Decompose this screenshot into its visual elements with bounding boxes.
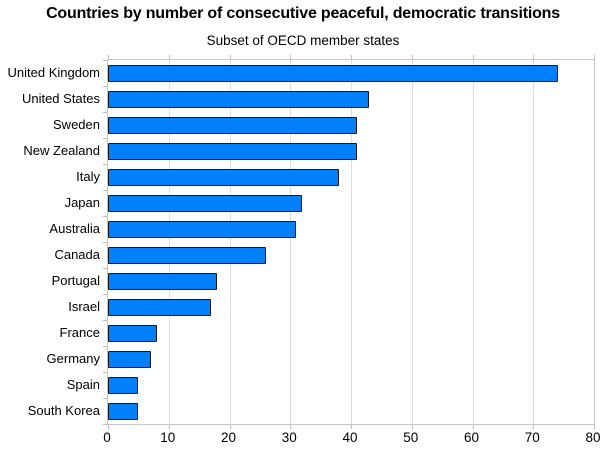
- bar: [108, 272, 218, 290]
- bar: [108, 402, 139, 420]
- chart-title: Countries by number of consecutive peace…: [46, 5, 560, 22]
- x-tick-mark: [229, 425, 231, 429]
- y-tick-mark: [103, 137, 108, 139]
- y-tick-mark: [103, 371, 108, 373]
- x-tick-mark: [168, 55, 170, 59]
- x-tick-mark: [290, 55, 292, 59]
- y-tick-mark: [103, 59, 108, 61]
- y-tick-mark: [103, 111, 108, 113]
- x-tick-mark: [229, 55, 231, 59]
- bar: [108, 350, 151, 368]
- bar: [108, 324, 157, 342]
- category-label: United Kingdom: [7, 65, 101, 80]
- category-label: France: [59, 325, 100, 340]
- bar: [108, 376, 139, 394]
- bar: [108, 298, 212, 316]
- category-label: New Zealand: [23, 143, 100, 158]
- category-label: Israel: [68, 299, 100, 314]
- x-tick-mark: [108, 55, 109, 59]
- x-tick-label: 40: [342, 430, 358, 445]
- bar: [108, 194, 303, 212]
- category-label: Portugal: [51, 273, 100, 288]
- x-tick-mark: [472, 55, 474, 59]
- x-tick-mark: [351, 425, 352, 429]
- x-tick-mark: [351, 55, 352, 59]
- x-tick-label: 10: [160, 430, 176, 445]
- bar: [108, 142, 358, 160]
- gridline: [472, 60, 474, 424]
- x-tick-mark: [108, 425, 109, 429]
- plot-area: United Kingdom United States Sweden New Zea…: [8, 55, 595, 429]
- y-tick-mark: [103, 215, 108, 217]
- bar: [108, 116, 358, 134]
- chart-subtitle: Subset of OECD member states: [206, 33, 400, 48]
- bar: [108, 90, 370, 108]
- x-tick-mark: [533, 55, 535, 59]
- y-tick-mark: [103, 293, 108, 295]
- category-label: Australia: [49, 221, 100, 236]
- x-tick-mark: [411, 425, 413, 429]
- x-tick-mark: [290, 425, 292, 429]
- x-tick-mark: [533, 425, 535, 429]
- y-tick-mark: [103, 267, 108, 269]
- x-axis: 0 10 20 30 40 50 60 70 80: [103, 430, 600, 448]
- x-tick-mark: [411, 55, 413, 59]
- y-tick-mark: [103, 163, 108, 165]
- x-tick-mark: [472, 425, 474, 429]
- y-tick-mark: [103, 345, 108, 347]
- category-label: Germany: [46, 351, 100, 366]
- x-tick-label: 50: [403, 430, 419, 445]
- bar: [108, 168, 339, 186]
- y-tick-mark: [103, 85, 108, 87]
- x-tick-label: 80: [585, 430, 601, 445]
- y-tick-mark: [103, 319, 108, 321]
- x-tick-label: 60: [463, 430, 480, 445]
- gridline: [290, 60, 292, 424]
- category-label: Sweden: [53, 117, 100, 132]
- x-tick-label: 20: [220, 430, 237, 445]
- y-tick-mark: [103, 241, 108, 243]
- category-label: United States: [21, 91, 100, 106]
- gridline: [411, 60, 413, 424]
- gridline: [229, 60, 231, 424]
- bar: [108, 220, 297, 238]
- category-label: Italy: [76, 169, 100, 184]
- gridline: [351, 60, 352, 424]
- gridline: [168, 60, 170, 424]
- gridline: [533, 60, 535, 424]
- x-tick-label: 30: [281, 430, 297, 445]
- x-tick-label: 70: [524, 430, 540, 445]
- y-tick-mark: [103, 397, 108, 399]
- bar: [108, 64, 558, 82]
- category-label: Canada: [54, 247, 100, 262]
- x-tick-mark: [168, 425, 170, 429]
- category-label: Japan: [64, 195, 100, 210]
- bar: [108, 246, 266, 264]
- category-label: South Korea: [27, 403, 100, 418]
- y-tick-mark: [103, 189, 108, 191]
- x-tick-mark: [594, 55, 595, 59]
- x-tick-label: 0: [103, 430, 111, 445]
- y-tick-mark: [103, 423, 108, 425]
- x-tick-mark: [594, 425, 595, 429]
- category-label: Spain: [66, 377, 100, 392]
